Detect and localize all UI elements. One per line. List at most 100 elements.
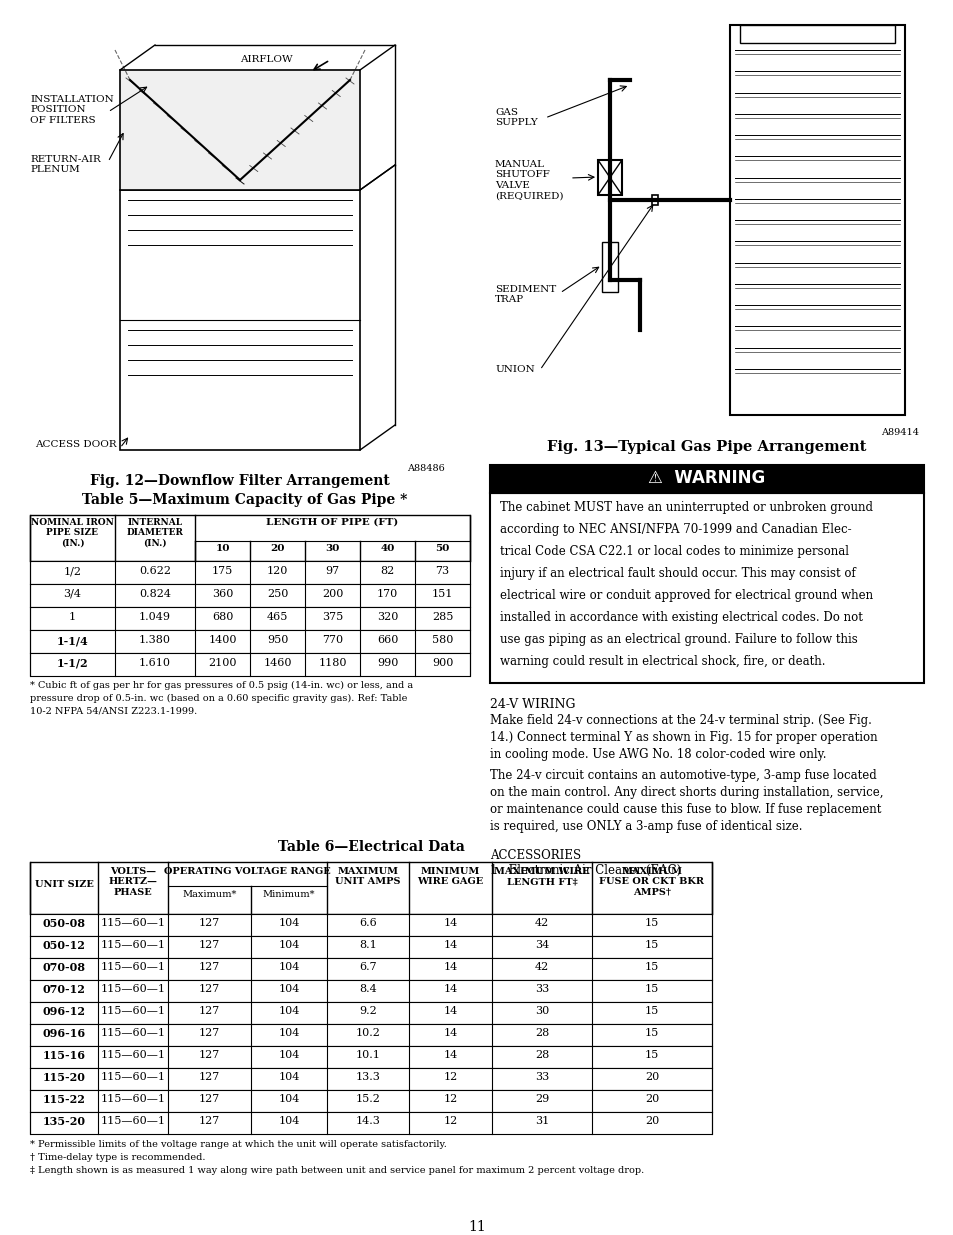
Text: 1.049: 1.049 (139, 613, 171, 622)
Text: 31: 31 (535, 1116, 549, 1126)
Text: Make field 24-v connections at the 24-v terminal strip. (See Fig.: Make field 24-v connections at the 24-v … (490, 714, 871, 727)
Text: 104: 104 (278, 1028, 299, 1037)
Text: use gas piping as an electrical ground. Failure to follow this: use gas piping as an electrical ground. … (499, 634, 857, 646)
Text: SEDIMENT
TRAP: SEDIMENT TRAP (495, 285, 556, 304)
Text: installed in accordance with existing electrical codes. Do not: installed in accordance with existing el… (499, 611, 862, 624)
Text: 115—60—1: 115—60—1 (100, 1072, 165, 1082)
Text: electrical wire or conduit approved for electrical ground when: electrical wire or conduit approved for … (499, 589, 872, 601)
Bar (598, 161, 621, 195)
Text: 115—60—1: 115—60—1 (100, 1094, 165, 1104)
Text: 050-12: 050-12 (43, 940, 86, 951)
Text: 6.6: 6.6 (358, 918, 376, 927)
Text: † Time-delay type is recommended.: † Time-delay type is recommended. (30, 1153, 205, 1162)
Text: injury if an electrical fault should occur. This may consist of: injury if an electrical fault should occ… (499, 567, 855, 580)
Text: A89414: A89414 (880, 429, 918, 437)
Text: 127: 127 (198, 984, 220, 994)
Text: 580: 580 (432, 635, 453, 645)
Text: ACCESSORIES: ACCESSORIES (490, 848, 580, 862)
Text: 070-12: 070-12 (43, 984, 86, 995)
Bar (30, 981, 711, 1002)
Text: 115—60—1: 115—60—1 (100, 1116, 165, 1126)
Text: 1: 1 (69, 613, 76, 622)
Text: 14: 14 (443, 984, 457, 994)
Text: 40: 40 (380, 543, 395, 553)
Text: 135-20: 135-20 (43, 1116, 86, 1128)
Text: 2100: 2100 (208, 658, 236, 668)
Text: 33: 33 (535, 1072, 549, 1082)
Text: 8.4: 8.4 (358, 984, 376, 994)
Text: 1.  Electronic Air Cleaner (EAC): 1. Electronic Air Cleaner (EAC) (490, 864, 680, 877)
Text: 175: 175 (212, 566, 233, 576)
Text: 104: 104 (278, 984, 299, 994)
Text: 29: 29 (535, 1094, 549, 1104)
Text: 127: 127 (198, 1116, 220, 1126)
Text: 10.2: 10.2 (355, 1028, 380, 1037)
Text: 14.3: 14.3 (355, 1116, 380, 1126)
Bar (30, 1046, 711, 1068)
Text: warning could result in electrical shock, fire, or death.: warning could result in electrical shock… (499, 655, 824, 668)
Text: 127: 127 (198, 1094, 220, 1104)
Text: Fig. 13—Typical Gas Pipe Arrangement: Fig. 13—Typical Gas Pipe Arrangement (547, 440, 865, 454)
Text: NOMINAL IRON
PIPE SIZE
(IN.): NOMINAL IRON PIPE SIZE (IN.) (31, 517, 113, 548)
Text: 050-08: 050-08 (43, 918, 86, 929)
Text: 28: 28 (535, 1050, 549, 1060)
Text: 096-12: 096-12 (43, 1007, 86, 1016)
Text: according to NEC ANSI/NFPA 70-1999 and Canadian Elec-: according to NEC ANSI/NFPA 70-1999 and C… (499, 522, 851, 536)
Text: 12: 12 (443, 1072, 457, 1082)
Text: UNION: UNION (495, 366, 535, 374)
Text: 8.1: 8.1 (358, 940, 376, 950)
Text: 115-20: 115-20 (43, 1072, 86, 1083)
Bar (651, 195, 658, 205)
Text: 115—60—1: 115—60—1 (100, 962, 165, 972)
Text: 127: 127 (198, 1050, 220, 1060)
Text: 127: 127 (198, 940, 220, 950)
Text: 15: 15 (644, 1050, 659, 1060)
Text: INTERNAL
DIAMETER
(IN.): INTERNAL DIAMETER (IN.) (127, 517, 183, 548)
Text: 950: 950 (267, 635, 288, 645)
Text: * Permissible limits of the voltage range at which the unit will operate satisfa: * Permissible limits of the voltage rang… (30, 1140, 446, 1149)
Text: MANUAL
SHUTOFF
VALVE
(REQUIRED): MANUAL SHUTOFF VALVE (REQUIRED) (495, 161, 563, 200)
Bar (601, 242, 618, 291)
Text: 14: 14 (443, 1007, 457, 1016)
Text: 1/2: 1/2 (64, 566, 81, 576)
Text: 115—60—1: 115—60—1 (100, 1050, 165, 1060)
Bar (30, 606, 470, 630)
Text: 1-1/2: 1-1/2 (56, 658, 89, 669)
Text: 9.2: 9.2 (358, 1007, 376, 1016)
Bar (120, 70, 359, 190)
Text: VOLTS—
HERTZ—
PHASE: VOLTS— HERTZ— PHASE (109, 867, 157, 897)
Text: 151: 151 (432, 589, 453, 599)
Text: 115—60—1: 115—60—1 (100, 918, 165, 927)
Text: ACCESS DOOR: ACCESS DOOR (35, 440, 116, 450)
Text: 15.2: 15.2 (355, 1094, 380, 1104)
Text: 096-16: 096-16 (42, 1028, 86, 1039)
Text: 104: 104 (278, 918, 299, 927)
Text: 24-V WIRING: 24-V WIRING (490, 698, 575, 711)
Text: 6.7: 6.7 (359, 962, 376, 972)
Text: 375: 375 (321, 613, 343, 622)
Bar (30, 584, 470, 606)
Text: * Cubic ft of gas per hr for gas pressures of 0.5 psig (14-in. wc) or less, and : * Cubic ft of gas per hr for gas pressur… (30, 680, 413, 690)
Text: 104: 104 (278, 940, 299, 950)
Text: 115—60—1: 115—60—1 (100, 1007, 165, 1016)
Text: 680: 680 (212, 613, 233, 622)
Text: 30: 30 (535, 1007, 549, 1016)
Bar (30, 1091, 711, 1112)
Text: 104: 104 (278, 1094, 299, 1104)
Text: 10-2 NFPA 54/ANSI Z223.1-1999.: 10-2 NFPA 54/ANSI Z223.1-1999. (30, 706, 197, 716)
Text: OPERATING VOLTAGE RANGE: OPERATING VOLTAGE RANGE (164, 867, 331, 876)
Text: 1.610: 1.610 (139, 658, 171, 668)
Text: 42: 42 (535, 918, 549, 927)
Text: 070-08: 070-08 (43, 962, 86, 973)
Bar (120, 190, 359, 450)
Text: 15: 15 (644, 984, 659, 994)
Text: 3/4: 3/4 (64, 589, 81, 599)
Text: 0.622: 0.622 (139, 566, 171, 576)
Text: 11: 11 (468, 1220, 485, 1234)
Text: Table 5—Maximum Capacity of Gas Pipe *: Table 5—Maximum Capacity of Gas Pipe * (82, 493, 407, 508)
Text: 285: 285 (432, 613, 453, 622)
Text: 20: 20 (270, 543, 284, 553)
Bar (30, 958, 711, 981)
Text: 14.) Connect terminal Y as shown in Fig. 15 for proper operation: 14.) Connect terminal Y as shown in Fig.… (490, 731, 877, 743)
Text: 660: 660 (376, 635, 397, 645)
